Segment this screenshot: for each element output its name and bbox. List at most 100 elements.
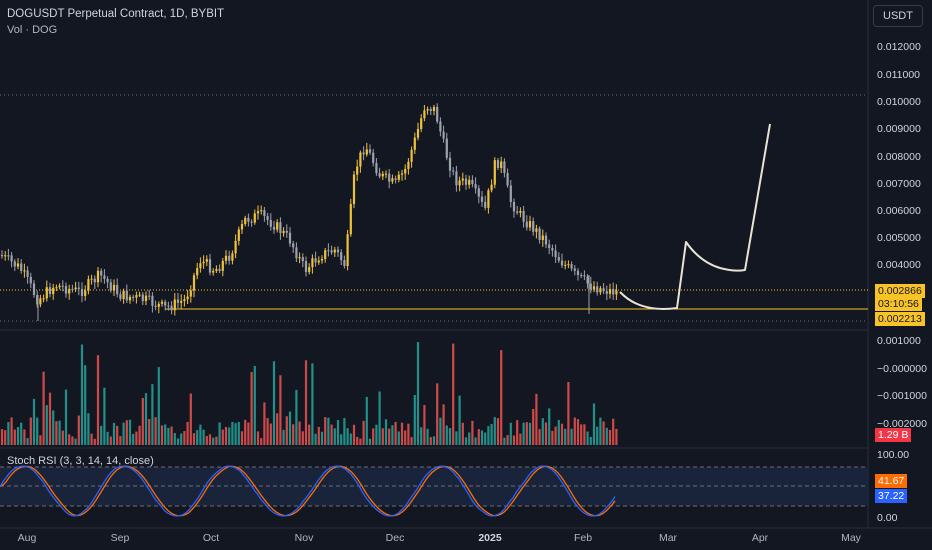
candle-body bbox=[528, 221, 532, 228]
volume-bar bbox=[247, 422, 250, 445]
volume-bar bbox=[324, 417, 327, 445]
volume-bar bbox=[180, 433, 183, 445]
volume-bar bbox=[202, 429, 205, 445]
volume-bar bbox=[365, 396, 368, 445]
price-tick-label: 0.010000 bbox=[877, 96, 921, 108]
candle-body bbox=[13, 261, 16, 267]
volume-bar bbox=[215, 436, 218, 445]
candle-body bbox=[592, 286, 596, 290]
volume-bar bbox=[608, 429, 612, 445]
volume-bar bbox=[0, 429, 4, 445]
candle-body bbox=[68, 288, 71, 294]
volume-bar bbox=[464, 437, 468, 445]
candle-body bbox=[112, 284, 116, 291]
volume-bar bbox=[388, 428, 391, 445]
candle-body bbox=[378, 173, 381, 177]
volume-bar bbox=[58, 420, 61, 445]
candle-body bbox=[311, 258, 314, 268]
candle-body bbox=[356, 166, 359, 175]
candle-body bbox=[487, 190, 490, 208]
candle-body bbox=[352, 174, 356, 204]
stoch-rsi-legend[interactable]: Stoch RSI (3, 3, 14, 14, close) bbox=[7, 455, 154, 467]
volume-bar bbox=[573, 417, 576, 445]
candle-body bbox=[388, 173, 391, 182]
volume-bar bbox=[596, 426, 599, 445]
candle-body bbox=[93, 278, 96, 283]
candle-body bbox=[272, 226, 276, 230]
volume-bar bbox=[122, 422, 125, 445]
volume-bar bbox=[42, 371, 45, 445]
candle-body bbox=[455, 171, 458, 186]
volume-bar bbox=[404, 430, 407, 445]
candle-body bbox=[477, 188, 480, 197]
volume-bar bbox=[279, 375, 282, 445]
volume-bar bbox=[343, 418, 346, 445]
volume-bar bbox=[183, 431, 186, 445]
candle-body bbox=[532, 221, 535, 232]
current-price-badge: 0.002866 bbox=[875, 284, 925, 298]
candle-body bbox=[554, 250, 557, 258]
symbol-title[interactable]: DOGUSDT Perpetual Contract, 1D, BYBIT bbox=[7, 8, 225, 20]
volume-bar bbox=[141, 397, 144, 445]
volume-bar bbox=[551, 430, 554, 445]
candle-body bbox=[439, 121, 442, 132]
volume-bar bbox=[109, 436, 112, 445]
candle-body bbox=[154, 305, 157, 307]
candle-body bbox=[240, 224, 244, 230]
volume-bar bbox=[10, 417, 13, 445]
volume-bar bbox=[368, 438, 372, 445]
candle-body bbox=[343, 260, 346, 267]
candle-body bbox=[132, 296, 135, 298]
candle-body bbox=[122, 290, 125, 300]
candle-body bbox=[605, 291, 608, 294]
volume-bar bbox=[410, 437, 413, 445]
candle-body bbox=[253, 213, 256, 223]
candle-body bbox=[410, 149, 413, 162]
volume-bar bbox=[90, 433, 93, 445]
volume-bar bbox=[557, 419, 560, 445]
candle-body bbox=[557, 257, 560, 261]
candle-body bbox=[189, 290, 192, 297]
price-tick-label: 0.012000 bbox=[877, 41, 921, 53]
volume-bar bbox=[314, 433, 317, 445]
candle-body bbox=[164, 301, 167, 306]
volume-bar bbox=[160, 425, 164, 445]
volume-bar bbox=[487, 426, 490, 445]
volume-bar bbox=[538, 429, 541, 445]
time-axis-label: Oct bbox=[202, 532, 220, 544]
price-tick-label: 0.004000 bbox=[877, 259, 921, 271]
candle-body bbox=[522, 210, 525, 222]
stoch-k-badge: 41.67 bbox=[875, 474, 908, 488]
volume-bar bbox=[138, 425, 141, 445]
candle-body bbox=[90, 278, 93, 280]
candle-body bbox=[468, 179, 471, 185]
candle-body bbox=[157, 303, 160, 307]
volume-bar bbox=[400, 422, 404, 445]
candle-body bbox=[96, 270, 100, 283]
volume-bar bbox=[320, 431, 324, 445]
candle-body bbox=[244, 217, 247, 225]
candle-body bbox=[87, 279, 90, 291]
volume-bar bbox=[269, 423, 272, 445]
volume-bar bbox=[74, 438, 77, 445]
volume-bar bbox=[442, 404, 445, 445]
volume-bar bbox=[493, 417, 496, 445]
candle-body bbox=[144, 295, 148, 302]
volume-bar bbox=[304, 360, 308, 445]
volume-bar bbox=[381, 428, 384, 445]
volume-bar bbox=[330, 424, 333, 445]
volume-bar bbox=[564, 428, 567, 445]
price-tick-label: 0.009000 bbox=[877, 123, 921, 135]
volume-bar bbox=[199, 424, 202, 445]
candle-body bbox=[612, 289, 615, 295]
volume-bar bbox=[432, 436, 436, 445]
candle-body bbox=[260, 210, 263, 212]
candle-body bbox=[135, 295, 138, 298]
volume-bar bbox=[128, 419, 132, 445]
volume-bar bbox=[272, 361, 276, 445]
currency-selector[interactable]: USDT bbox=[873, 5, 923, 27]
volume-legend[interactable]: Vol · DOG bbox=[7, 24, 58, 36]
projection-path bbox=[619, 123, 771, 310]
candle-body bbox=[500, 161, 503, 168]
